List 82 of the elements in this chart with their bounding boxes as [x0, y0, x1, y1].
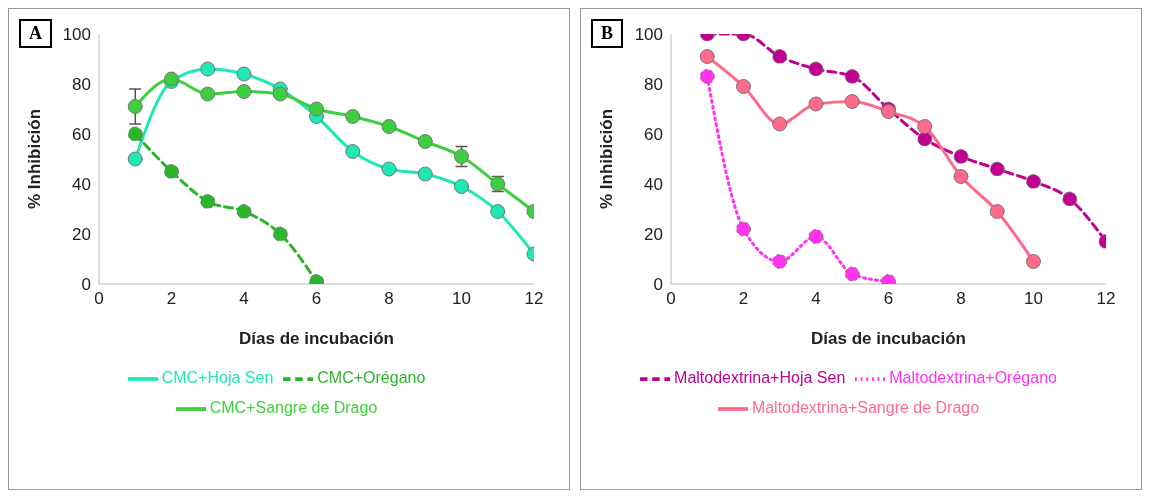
y-tick-label: 20: [72, 225, 91, 245]
x-tick-label: 2: [166, 289, 177, 309]
point: [417, 134, 433, 149]
point: [236, 204, 252, 219]
point: [272, 226, 288, 242]
point: [772, 49, 788, 64]
y-tick-label: 0: [81, 275, 91, 295]
point: [345, 109, 361, 124]
point: [772, 116, 788, 132]
point: [345, 144, 361, 159]
x-axis-title: Días de incubación: [239, 329, 394, 348]
point: [699, 49, 715, 64]
y-tick-label: 80: [72, 75, 91, 95]
x-tick-label: 2: [738, 289, 749, 309]
legend-label: Maltodextrina+Orégano: [889, 369, 1057, 387]
point: [953, 169, 969, 184]
y-tick-label: 80: [644, 75, 663, 95]
point: [989, 161, 1005, 177]
point: [127, 126, 143, 142]
y-tick-label: 60: [72, 125, 91, 145]
point: [236, 66, 252, 82]
point: [490, 204, 506, 219]
x-tick-label: 8: [384, 289, 394, 309]
legend-label: CMC+Hoja Sen: [161, 369, 274, 387]
point: [127, 99, 143, 114]
point: [200, 194, 216, 209]
point: [381, 161, 397, 177]
x-tick-label: 12: [524, 289, 544, 309]
point: [1026, 254, 1041, 269]
point: [309, 101, 324, 117]
y-axis-title: % Inhibición: [25, 108, 45, 209]
point: [844, 69, 860, 84]
point: [772, 254, 788, 269]
point: [1062, 191, 1078, 207]
point: [736, 79, 751, 94]
x-tick-label: 6: [311, 289, 322, 309]
x-axis-title: Días de incubación: [811, 329, 966, 348]
point: [808, 96, 824, 112]
chart-title: A: [19, 19, 52, 48]
legend-label: CMC+Sangre de Drago: [209, 399, 378, 417]
y-tick-label: 40: [644, 175, 663, 195]
x-tick-label: 10: [452, 289, 471, 309]
x-tick-label: 4: [811, 289, 821, 309]
point: [454, 149, 469, 164]
point: [417, 166, 433, 182]
y-tick-label: 20: [644, 225, 663, 245]
point: [989, 204, 1005, 219]
point: [844, 266, 860, 282]
x-tick-label: 8: [956, 289, 966, 309]
chart-title: B: [591, 19, 624, 48]
point: [699, 69, 715, 84]
point: [1026, 174, 1041, 189]
legend-label: CMC+Orégano: [317, 369, 426, 387]
point: [808, 229, 824, 244]
y-tick-label: 100: [62, 25, 91, 45]
point: [200, 61, 216, 77]
point: [844, 94, 860, 109]
point: [953, 149, 969, 164]
point: [808, 61, 824, 77]
y-tick-label: 100: [634, 25, 663, 45]
y-tick-label: 0: [653, 275, 663, 295]
legend-label: Maltodextrina+Sangre de Drago: [751, 399, 980, 417]
y-tick-label: 40: [72, 175, 91, 195]
point: [381, 119, 397, 134]
point: [127, 151, 143, 167]
x-tick-label: 10: [1024, 289, 1043, 309]
x-tick-label: 4: [239, 289, 249, 309]
point: [917, 119, 933, 134]
legend-label: Maltodextrina+Hoja Sen: [674, 369, 846, 387]
y-tick-label: 60: [644, 125, 663, 145]
point: [272, 86, 288, 102]
point: [200, 86, 216, 102]
point: [164, 164, 179, 179]
x-tick-label: 0: [666, 289, 676, 309]
point: [454, 179, 469, 194]
x-tick-label: 6: [883, 289, 894, 309]
y-axis-title: % Inhibición: [597, 108, 617, 209]
x-tick-label: 0: [94, 289, 104, 309]
point: [917, 131, 933, 147]
x-tick-label: 12: [1096, 289, 1116, 309]
point: [736, 221, 751, 237]
point: [236, 84, 252, 99]
